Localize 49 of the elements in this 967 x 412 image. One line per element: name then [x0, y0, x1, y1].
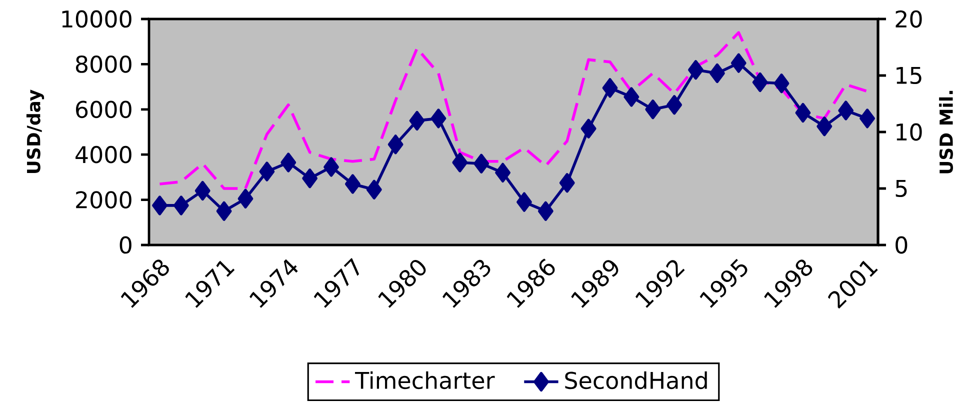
- point: [645, 100, 661, 120]
- point: [430, 108, 446, 128]
- point: [602, 78, 618, 98]
- point: [559, 173, 575, 193]
- y2-axis-title: USD Mil.: [939, 90, 954, 174]
- point: [173, 196, 189, 216]
- point: [752, 72, 768, 92]
- point: [280, 152, 296, 172]
- point: [324, 157, 339, 177]
- point: [666, 95, 682, 115]
- point: [816, 116, 832, 136]
- y-tick-label: 10000: [62, 10, 132, 28]
- point: [730, 53, 746, 73]
- point: [238, 188, 254, 208]
- point: [259, 162, 275, 182]
- point: [688, 60, 704, 80]
- y-tick-label: 0: [120, 236, 132, 254]
- point: [345, 174, 360, 194]
- y2-tick-label: 10: [896, 123, 922, 141]
- y-tick-label: 6000: [76, 100, 132, 118]
- point: [710, 63, 725, 84]
- point: [302, 168, 318, 188]
- point: [538, 201, 554, 221]
- y-axis-title: USD/day: [26, 90, 44, 173]
- point: [152, 196, 168, 216]
- point: [409, 110, 425, 130]
- y-tick-label: 8000: [76, 56, 132, 73]
- point: [516, 192, 532, 212]
- point: [194, 180, 210, 201]
- point: [838, 100, 854, 120]
- point: [580, 118, 596, 138]
- y2-tick-label: 20: [896, 10, 922, 28]
- y2-tick-label: 15: [896, 66, 922, 84]
- point: [860, 108, 875, 128]
- legend-label: Timecharter: [354, 371, 495, 390]
- point: [452, 152, 468, 172]
- point: [474, 154, 490, 174]
- point: [624, 87, 640, 107]
- point: [366, 180, 382, 200]
- point: [774, 74, 790, 94]
- y-tick-label: 2000: [76, 191, 132, 208]
- point: [495, 162, 510, 182]
- legend-label: SecondHand: [565, 371, 707, 390]
- y-tick-label: 4000: [76, 146, 132, 164]
- point: [216, 201, 232, 221]
- y2-tick-label: 0: [896, 236, 908, 254]
- point: [795, 102, 811, 123]
- y2-tick-label: 5: [896, 180, 907, 198]
- point: [388, 134, 404, 154]
